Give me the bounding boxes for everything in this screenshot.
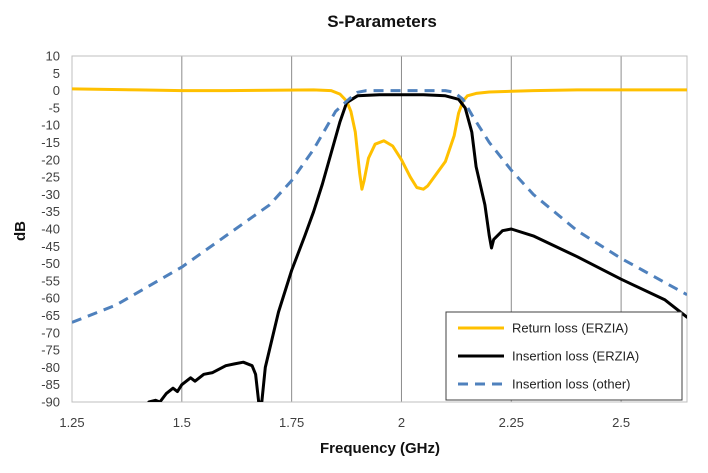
legend-label-1: Return loss (ERZIA) — [512, 321, 628, 336]
x-tick-label: 2.5 — [612, 415, 630, 430]
y-tick-label: -65 — [41, 308, 60, 323]
axes: 1.25 1.5 1.75 2 2.25 2.5 10 5 0 -5 -10 -15 -20 -25 -30… — [41, 49, 688, 430]
y-tick-label: -90 — [41, 395, 60, 410]
y-tick-label: -45 — [41, 239, 60, 254]
x-tick-label: 2 — [398, 415, 405, 430]
y-tick-label: -5 — [48, 100, 60, 115]
y-tick-label: 0 — [53, 83, 60, 98]
series — [72, 87, 687, 402]
y-tick-label: -50 — [41, 256, 60, 271]
y-axis-title: dB — [12, 221, 29, 241]
legend-label-2: Insertion loss (ERZIA) — [512, 349, 639, 364]
y-tick-label: -60 — [41, 291, 60, 306]
series-line-1 — [72, 87, 687, 191]
y-tick-label: -10 — [41, 118, 60, 133]
y-tick-label: -20 — [41, 152, 60, 167]
x-axis-title: Frequency (GHz) — [320, 440, 440, 457]
legend-label-3: Insertion loss (other) — [512, 377, 631, 392]
y-tick-label: -80 — [41, 360, 60, 375]
y-tick-label: -75 — [41, 343, 60, 358]
y-tick-label: -30 — [41, 187, 60, 202]
x-tick-label: 1.25 — [59, 415, 84, 430]
x-tick-label: 1.75 — [279, 415, 304, 430]
y-tick-label: -35 — [41, 204, 60, 219]
y-tick-label: -40 — [41, 222, 60, 237]
y-tick-label: -25 — [41, 170, 60, 185]
legend: Return loss (ERZIA) Insertion loss (ERZIA… — [445, 311, 683, 401]
y-tick-label: 5 — [53, 66, 60, 81]
y-tick-label: -85 — [41, 377, 60, 392]
plot-area-frame — [71, 55, 688, 403]
y-tick-label: -70 — [41, 325, 60, 340]
x-tick-label: 1.5 — [173, 415, 191, 430]
chart-title: S-Parameters — [327, 12, 437, 31]
series-line-2 — [147, 93, 687, 402]
series-line-3 — [72, 89, 687, 324]
y-tick-label: -55 — [41, 273, 60, 288]
x-tick-label: 2.25 — [499, 415, 524, 430]
y-tick-label: -15 — [41, 135, 60, 150]
y-tick-label: 10 — [46, 49, 60, 64]
